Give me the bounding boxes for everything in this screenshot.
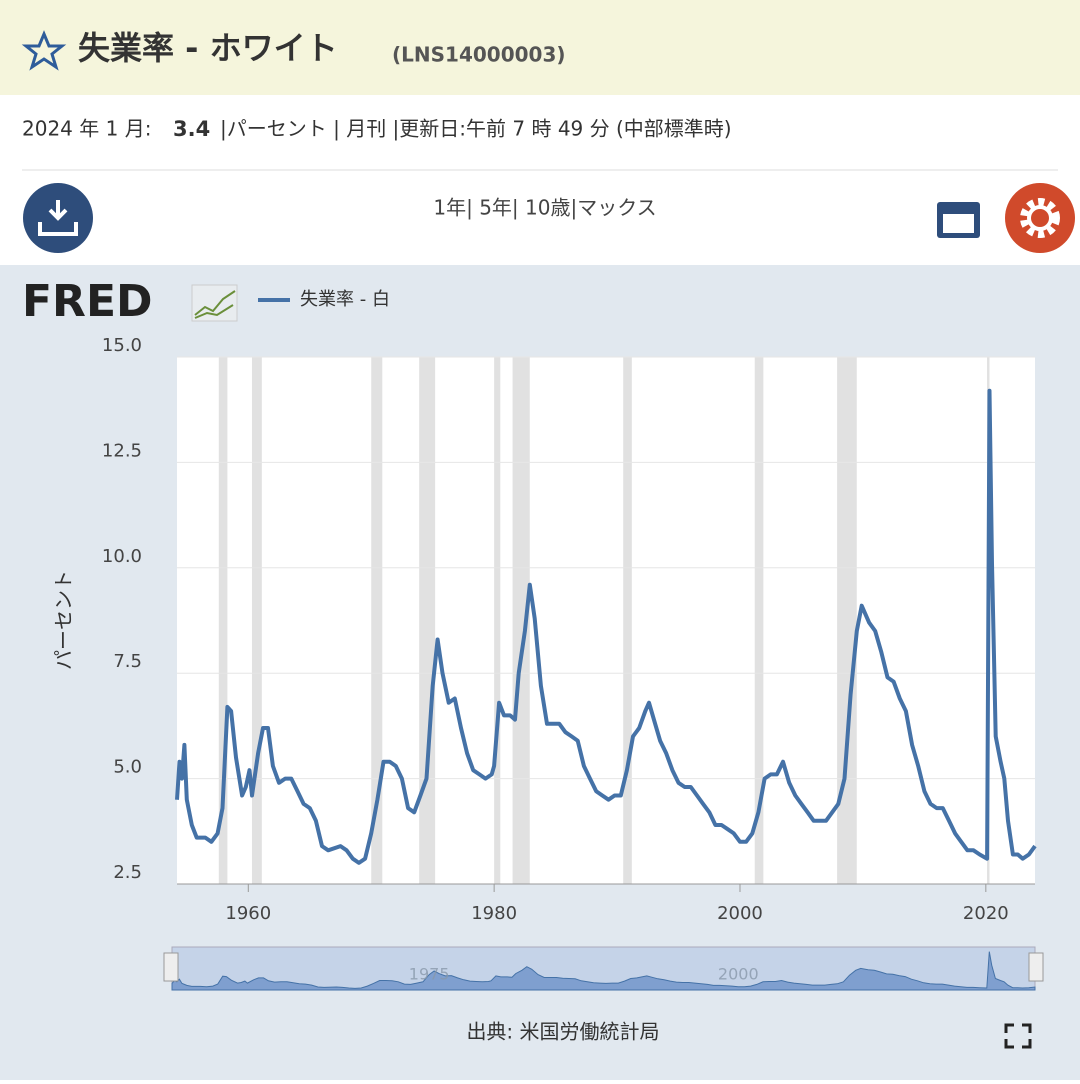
y-axis-label: パーセント	[52, 570, 76, 670]
x-tick-label: 1960	[225, 903, 271, 924]
logo-lines	[194, 290, 236, 319]
gear-icon	[1020, 198, 1060, 238]
navigator-label: 2000	[718, 965, 759, 984]
y-tick-label: 7.5	[113, 651, 142, 672]
navigator-area	[171, 951, 1036, 991]
recession-band	[371, 357, 383, 884]
info-date: 2024 年 1 月:	[22, 117, 151, 141]
y-tick-label: 2.5	[113, 862, 142, 883]
info-value: 3.4	[173, 117, 210, 141]
navigator-handle-left[interactable]	[163, 952, 179, 982]
recession-band	[754, 357, 764, 884]
download-icon	[38, 200, 78, 236]
recession-band	[419, 357, 436, 884]
series-id: (LNS14000003)	[392, 43, 566, 67]
navigator-handle-right[interactable]	[1028, 952, 1044, 982]
x-tick-label: 2020	[963, 903, 1009, 924]
recession-band	[837, 357, 857, 884]
y-tick-label: 5.0	[113, 757, 142, 778]
info-area	[0, 95, 1080, 265]
x-tick-label: 2000	[717, 903, 763, 924]
y-tick-label: 10.0	[102, 546, 142, 567]
settings-button[interactable]	[1005, 183, 1075, 253]
fred-logo: FRED	[22, 276, 153, 327]
legend-label: 失業率 - 白	[300, 289, 390, 310]
range-buttons[interactable]: 1年| 5年| 10歳|マックス	[433, 196, 656, 220]
calendar-face	[943, 214, 974, 233]
calendar-button[interactable]	[937, 202, 980, 238]
recession-band	[251, 357, 262, 884]
recession-band	[512, 357, 530, 884]
x-tick-label: 1980	[471, 903, 517, 924]
recession-band	[623, 357, 632, 884]
fullscreen-button[interactable]	[1004, 1023, 1032, 1049]
header-bar	[0, 0, 1080, 95]
star-icon[interactable]	[21, 30, 67, 71]
navigator-label: 1975	[409, 965, 450, 984]
series-line	[175, 388, 1037, 865]
info-rest: |パーセント | 月刊 |更新日:午前 7 時 49 分 (中部標準時)	[220, 117, 732, 141]
navigator-content: 1975 2000	[171, 951, 1036, 991]
plot: 15.0 12.5 10.0 7.5 5.0 2.5 1960 1980 2000 2020	[102, 335, 1037, 924]
source: 出典: 米国労働統計局	[466, 1020, 659, 1044]
gear-hub	[1027, 205, 1053, 231]
recession-band	[218, 357, 228, 884]
y-tick-label: 12.5	[102, 440, 142, 461]
title: 失業率 - ホワイト	[78, 29, 338, 67]
recession-band	[494, 357, 501, 884]
y-tick-label: 15.0	[102, 335, 142, 356]
